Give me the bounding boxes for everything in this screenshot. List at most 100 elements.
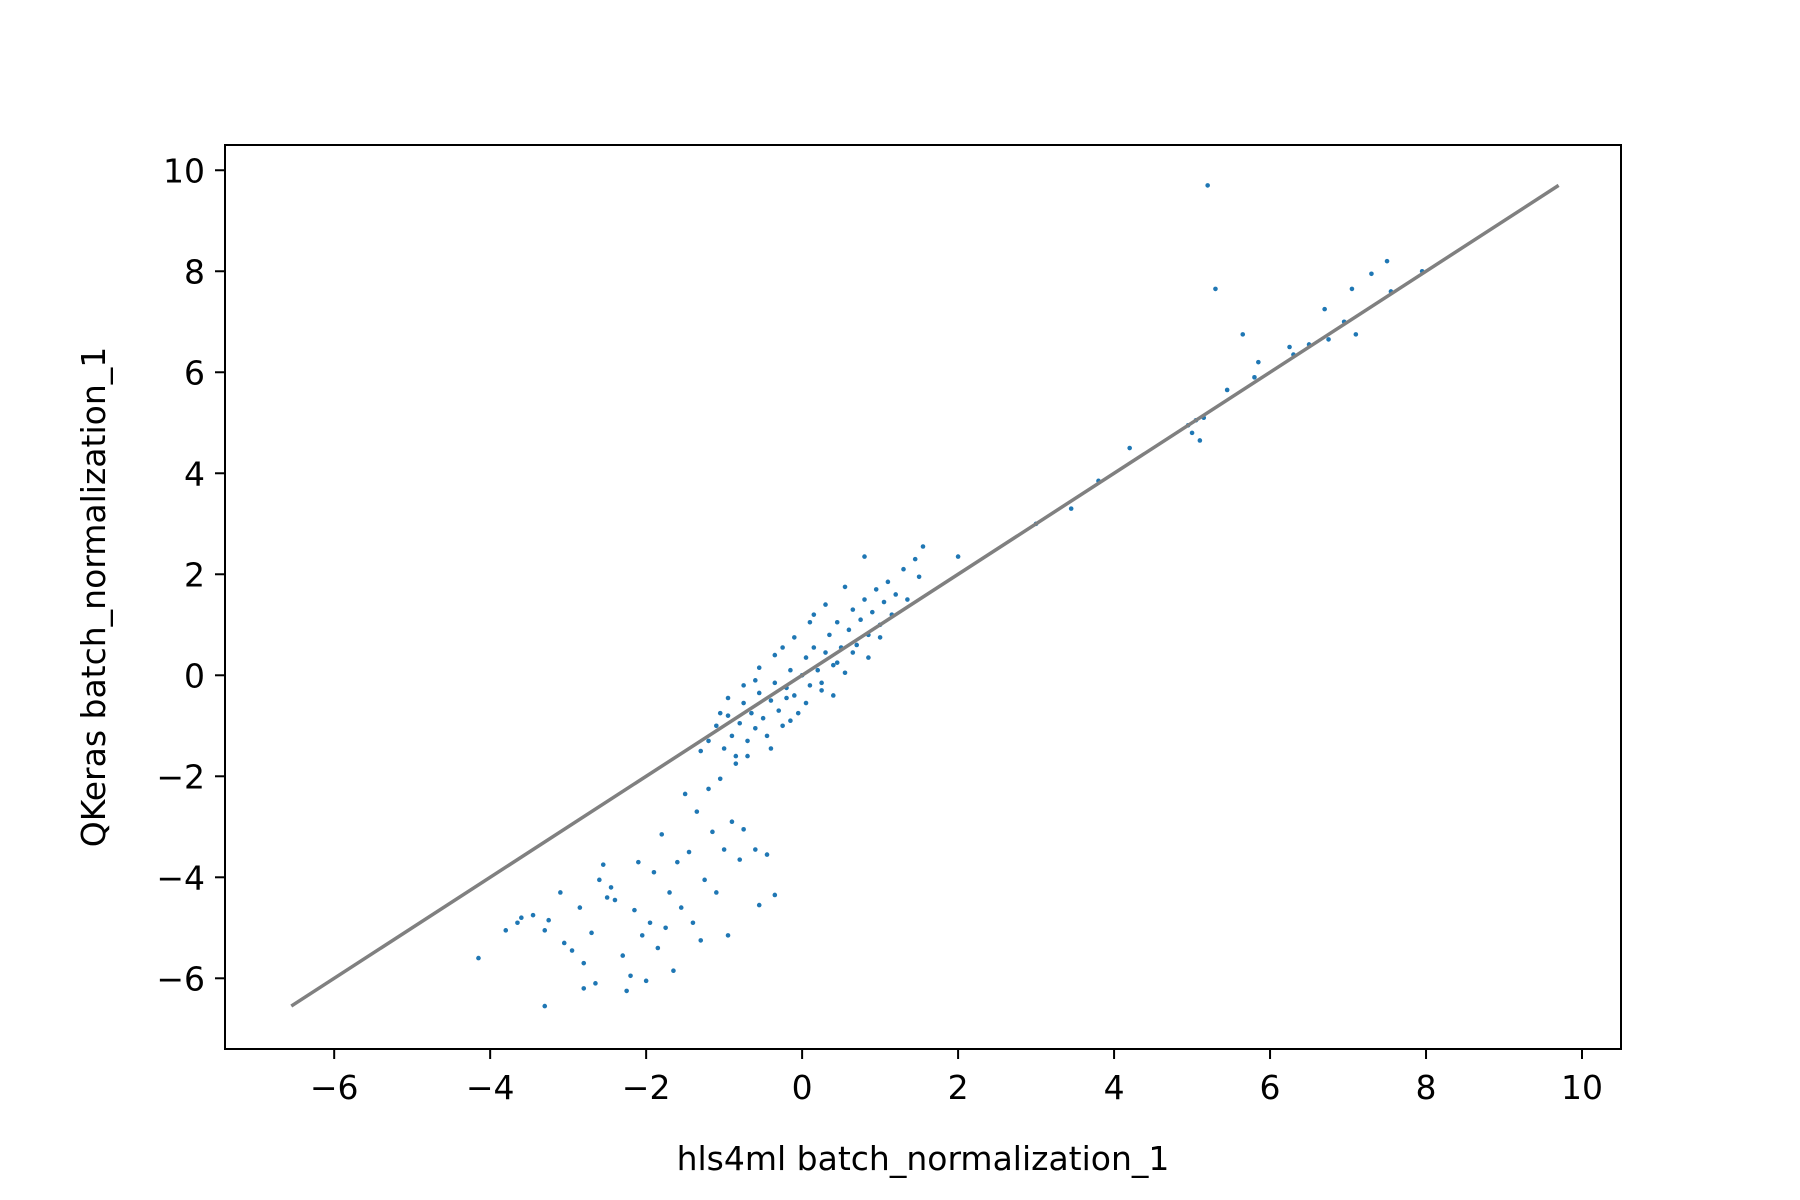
data-point [725, 695, 731, 701]
data-point [678, 905, 684, 910]
data-point [569, 948, 575, 953]
y-tick-label: −6 [156, 959, 205, 998]
data-point [803, 700, 809, 706]
data-point [577, 905, 583, 910]
data-point [737, 720, 743, 726]
data-point [745, 753, 750, 759]
data-point [901, 566, 906, 572]
data-point [675, 859, 680, 865]
data-point [710, 829, 715, 835]
data-point [827, 632, 832, 638]
data-point [597, 877, 602, 883]
data-point [819, 688, 824, 693]
data-point [714, 723, 719, 729]
data-point [881, 599, 887, 605]
data-point [1326, 337, 1331, 342]
y-tick-label: 10 [163, 151, 205, 190]
data-point [714, 890, 719, 895]
data-point [702, 877, 707, 883]
data-point [850, 650, 856, 655]
data-point [647, 920, 653, 926]
data-point [655, 945, 661, 951]
data-point [760, 715, 766, 721]
data-point [893, 592, 899, 597]
data-point [1189, 430, 1195, 436]
data-point [1127, 445, 1132, 451]
data-point [1213, 286, 1218, 292]
data-point [725, 713, 731, 718]
data-point [756, 665, 762, 671]
data-point [749, 710, 754, 716]
data-point [1353, 332, 1359, 337]
x-axis-ticks: −6 −4 −2 0 2 4 6 8 10 [310, 1049, 1603, 1107]
y-axis-label: QKeras batch_normalization_1 [74, 347, 113, 847]
data-point [815, 667, 821, 673]
data-point [717, 776, 723, 782]
data-point [1349, 286, 1355, 292]
data-point [663, 925, 668, 931]
data-point [741, 700, 746, 706]
data-point [756, 690, 762, 696]
data-point [1369, 271, 1374, 277]
data-point [725, 933, 731, 938]
data-point [745, 738, 750, 744]
data-point [823, 602, 828, 607]
data-point [729, 819, 735, 825]
data-point [866, 655, 871, 660]
data-point [768, 746, 774, 751]
data-point [955, 554, 961, 559]
data-point [803, 655, 809, 660]
data-point [823, 650, 828, 655]
data-point [706, 738, 711, 744]
data-point [733, 753, 739, 759]
data-point [628, 973, 633, 979]
data-point [1252, 375, 1257, 380]
data-point [717, 710, 723, 716]
data-point [503, 928, 509, 933]
data-point [842, 670, 848, 676]
data-point [558, 890, 563, 895]
data-point [858, 617, 863, 623]
data-point [807, 619, 813, 625]
data-point [561, 940, 567, 946]
data-point [721, 746, 727, 751]
data-point [686, 849, 692, 855]
x-tick-label: −2 [622, 1068, 671, 1107]
y-tick-label: 2 [184, 555, 205, 594]
y-tick-label: 0 [184, 656, 205, 695]
data-point [788, 667, 793, 673]
data-point [542, 928, 548, 933]
data-point [916, 574, 922, 580]
data-point [834, 660, 840, 665]
data-point [515, 920, 520, 926]
data-point [581, 986, 587, 991]
data-point [862, 554, 867, 559]
data-point [788, 718, 793, 724]
data-point [1240, 332, 1246, 337]
data-point [850, 607, 856, 612]
data-point [753, 678, 758, 683]
data-point [912, 556, 918, 562]
data-point [920, 544, 926, 549]
data-point [706, 786, 711, 792]
x-tick-label: −6 [310, 1068, 359, 1107]
data-point [721, 847, 727, 852]
points-layer [476, 183, 1425, 1009]
data-point [690, 920, 696, 926]
data-point [780, 645, 785, 650]
x-axis-label: hls4ml batch_normalization_1 [677, 1139, 1170, 1178]
data-point [905, 597, 910, 602]
data-point [1384, 258, 1390, 264]
data-point [581, 960, 587, 966]
y-tick-label: 4 [184, 454, 205, 493]
data-point [756, 902, 762, 908]
data-point [1205, 183, 1210, 188]
data-point [877, 635, 883, 640]
data-point [608, 885, 614, 890]
data-point [1287, 344, 1292, 350]
data-point [819, 680, 824, 686]
y-tick-label: 8 [184, 252, 205, 291]
data-point [772, 680, 778, 686]
data-point [862, 597, 867, 602]
data-point [729, 733, 735, 739]
